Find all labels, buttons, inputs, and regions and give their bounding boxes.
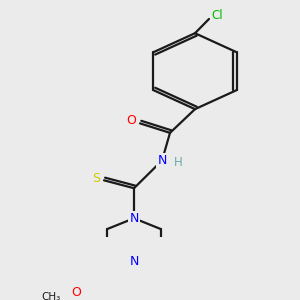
Text: Cl: Cl — [211, 8, 223, 22]
Text: O: O — [126, 115, 136, 128]
Text: CH₃: CH₃ — [41, 292, 60, 300]
Text: N: N — [129, 212, 139, 225]
Text: H: H — [174, 156, 182, 170]
Text: O: O — [72, 286, 82, 299]
Text: N: N — [129, 255, 139, 268]
Text: N: N — [157, 154, 167, 167]
Text: S: S — [92, 172, 100, 185]
